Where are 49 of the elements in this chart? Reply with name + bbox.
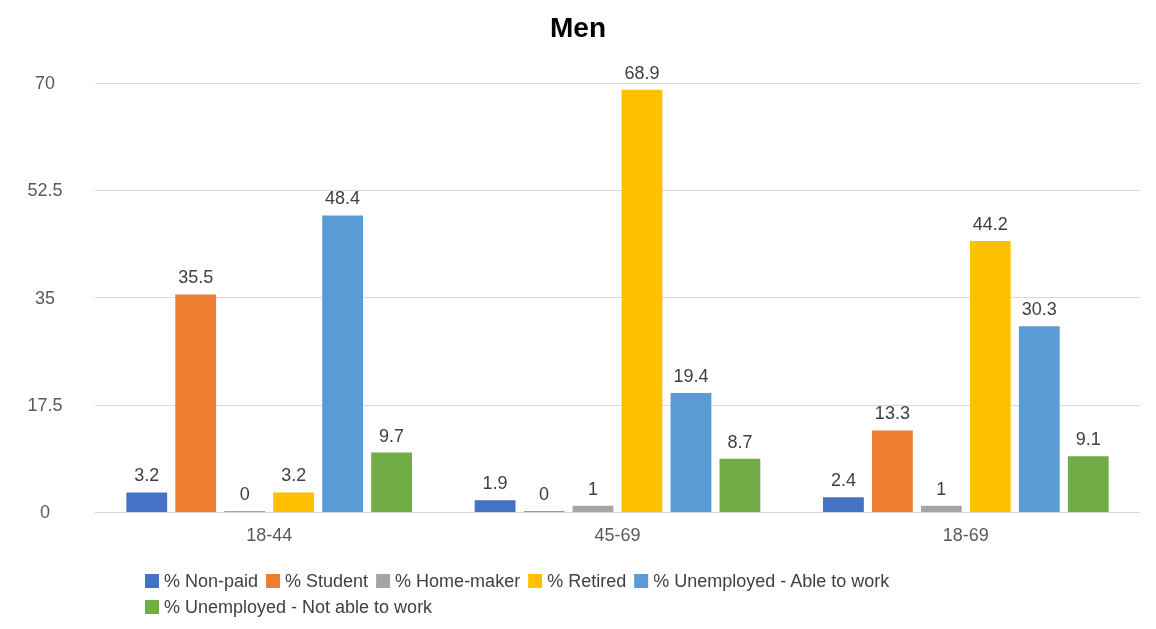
bar <box>670 393 712 512</box>
bar <box>1067 456 1109 512</box>
legend-label: % Non-paid <box>164 571 259 591</box>
legend-label: % Unemployed - Able to work <box>653 571 891 591</box>
y-tick-label: 0 <box>39 502 51 522</box>
bar <box>273 492 315 512</box>
bar <box>371 452 412 512</box>
y-tick-label: 52.5 <box>27 180 63 201</box>
data-label: 0 <box>239 484 250 504</box>
data-label: 68.9 <box>624 62 660 83</box>
data-label: 48.4 <box>325 188 361 209</box>
x-tick-label: 18-44 <box>246 525 293 545</box>
bar <box>920 505 962 512</box>
data-label: 44.2 <box>972 214 1008 235</box>
data-label: 13.3 <box>874 403 910 424</box>
data-label: 1.9 <box>482 473 508 494</box>
bar <box>823 497 864 512</box>
data-label: 0 <box>539 484 550 504</box>
bar <box>474 500 516 512</box>
data-label: 3.2 <box>134 465 160 486</box>
data-label: 35.5 <box>178 267 214 288</box>
chart-title: Men <box>550 11 606 43</box>
legend-label: % Student <box>285 571 369 591</box>
legend-label: % Home-maker <box>395 571 521 591</box>
bar <box>1018 326 1060 512</box>
bar <box>969 241 1011 512</box>
data-label: 8.7 <box>727 431 753 452</box>
y-tick-label: 70 <box>34 73 56 93</box>
data-label: 9.7 <box>379 425 405 446</box>
data-label: 1 <box>588 478 599 499</box>
bar <box>572 505 614 512</box>
data-label: 3.2 <box>281 465 307 486</box>
data-label: 30.3 <box>1021 299 1057 320</box>
x-tick-label: 45-69 <box>594 525 641 545</box>
y-tick-label: 17.5 <box>27 394 63 415</box>
legend-label: % Retired <box>547 571 627 591</box>
data-label: 1 <box>936 478 947 499</box>
data-label: 2.4 <box>830 470 856 491</box>
y-tick-label: 35 <box>34 287 56 308</box>
bar <box>175 294 217 512</box>
bar <box>322 215 364 512</box>
x-tick-label: 18-69 <box>942 525 989 545</box>
bar <box>126 492 168 512</box>
bar <box>871 430 913 512</box>
legend-label: % Unemployed - Not able to work <box>164 597 434 617</box>
bar <box>719 458 761 512</box>
data-label: 19.4 <box>673 366 709 387</box>
data-label: 9.1 <box>1075 429 1101 450</box>
bar <box>621 89 663 512</box>
